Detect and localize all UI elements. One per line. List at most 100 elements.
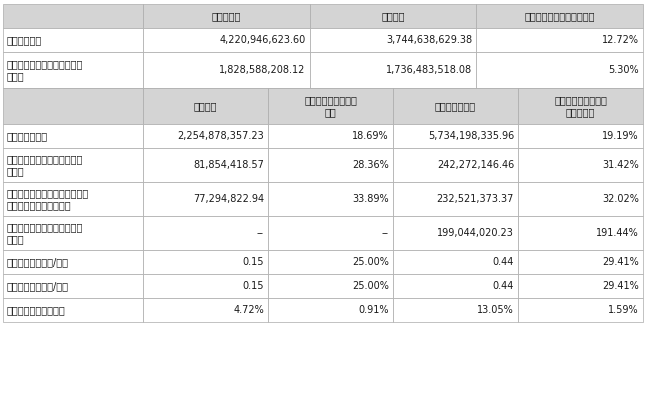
Text: 归属于上市公司股东的净资产
（元）: 归属于上市公司股东的净资产 （元） — [7, 59, 83, 81]
Text: 25.00%: 25.00% — [352, 281, 389, 291]
Bar — [518, 298, 643, 322]
Bar — [143, 124, 268, 148]
Bar — [143, 52, 309, 88]
Text: 5.30%: 5.30% — [609, 65, 639, 75]
Bar — [268, 250, 393, 274]
Text: 年初至报告期末比上
年同期增减: 年初至报告期末比上 年同期增减 — [554, 95, 607, 117]
Bar — [476, 4, 643, 28]
Text: 加权平均净资产收益率: 加权平均净资产收益率 — [7, 305, 66, 315]
Bar — [3, 28, 143, 52]
Bar — [393, 274, 518, 298]
Bar — [143, 4, 309, 28]
Bar — [143, 274, 268, 298]
Bar — [476, 28, 643, 52]
Text: 0.44: 0.44 — [493, 281, 514, 291]
Bar — [143, 88, 268, 124]
Text: 81,854,418.57: 81,854,418.57 — [193, 160, 264, 170]
Bar — [518, 182, 643, 216]
Bar — [3, 250, 143, 274]
Bar — [393, 298, 518, 322]
Bar — [476, 52, 643, 88]
Text: 2,254,878,357.23: 2,254,878,357.23 — [177, 131, 264, 141]
Text: 25.00%: 25.00% — [352, 257, 389, 267]
Bar — [518, 148, 643, 182]
Bar — [268, 148, 393, 182]
Bar — [143, 28, 309, 52]
Text: 28.36%: 28.36% — [352, 160, 389, 170]
Bar — [518, 250, 643, 274]
Bar — [143, 148, 268, 182]
Bar — [268, 298, 393, 322]
Bar — [518, 274, 643, 298]
Text: 77,294,822.94: 77,294,822.94 — [193, 194, 264, 204]
Bar — [518, 124, 643, 148]
Text: 242,272,146.46: 242,272,146.46 — [437, 160, 514, 170]
Text: 4,220,946,623.60: 4,220,946,623.60 — [220, 35, 306, 45]
Text: 经营活动产生的现金流量净额
（元）: 经营活动产生的现金流量净额 （元） — [7, 222, 83, 244]
Text: 稼释每股收益（元/股）: 稼释每股收益（元/股） — [7, 281, 69, 291]
Bar — [393, 182, 518, 216]
Text: 1,828,588,208.12: 1,828,588,208.12 — [219, 65, 306, 75]
Text: 0.15: 0.15 — [242, 257, 264, 267]
Text: 0.15: 0.15 — [242, 281, 264, 291]
Bar — [268, 182, 393, 216]
Bar — [393, 88, 518, 124]
Bar — [518, 216, 643, 250]
Bar — [393, 250, 518, 274]
Bar — [393, 124, 518, 148]
Text: 199,044,020.23: 199,044,020.23 — [437, 228, 514, 238]
Text: 本报告期比上年同期
增减: 本报告期比上年同期 增减 — [304, 95, 357, 117]
Bar — [393, 216, 518, 250]
Bar — [309, 52, 476, 88]
Text: 1,736,483,518.08: 1,736,483,518.08 — [386, 65, 472, 75]
Text: 基本每股收益（元/股）: 基本每股收益（元/股） — [7, 257, 69, 267]
Text: --: -- — [257, 228, 264, 238]
Bar — [143, 250, 268, 274]
Bar — [143, 216, 268, 250]
Bar — [3, 274, 143, 298]
Text: 营业收入（元）: 营业收入（元） — [7, 131, 48, 141]
Bar — [3, 124, 143, 148]
Text: 18.69%: 18.69% — [352, 131, 389, 141]
Text: 0.91%: 0.91% — [359, 305, 389, 315]
Text: 29.41%: 29.41% — [602, 257, 639, 267]
Bar — [3, 52, 143, 88]
Bar — [3, 148, 143, 182]
Text: 本报告期: 本报告期 — [194, 101, 217, 111]
Text: 31.42%: 31.42% — [602, 160, 639, 170]
Bar — [268, 88, 393, 124]
Bar — [309, 4, 476, 28]
Text: 1.59%: 1.59% — [609, 305, 639, 315]
Text: 本报告期末比上年度末增减: 本报告期末比上年度末增减 — [525, 11, 595, 21]
Bar — [3, 88, 143, 124]
Text: 3,744,638,629.38: 3,744,638,629.38 — [386, 35, 472, 45]
Text: 0.44: 0.44 — [493, 257, 514, 267]
Text: 年初至报告期末: 年初至报告期末 — [435, 101, 476, 111]
Text: 29.41%: 29.41% — [602, 281, 639, 291]
Text: 上年度末: 上年度末 — [381, 11, 405, 21]
Text: 归属于上市公司股东的净利润
（元）: 归属于上市公司股东的净利润 （元） — [7, 154, 83, 176]
Text: 归属于上市公司股东的扣除非经
常性损益的净利润（元）: 归属于上市公司股东的扣除非经 常性损益的净利润（元） — [7, 188, 89, 210]
Bar — [393, 148, 518, 182]
Bar — [518, 88, 643, 124]
Bar — [268, 124, 393, 148]
Bar — [309, 28, 476, 52]
Text: 19.19%: 19.19% — [602, 131, 639, 141]
Text: 12.72%: 12.72% — [602, 35, 639, 45]
Bar — [143, 182, 268, 216]
Text: 总资产（元）: 总资产（元） — [7, 35, 42, 45]
Text: 232,521,373.37: 232,521,373.37 — [437, 194, 514, 204]
Text: 32.02%: 32.02% — [602, 194, 639, 204]
Bar — [143, 298, 268, 322]
Text: 13.05%: 13.05% — [477, 305, 514, 315]
Bar — [268, 274, 393, 298]
Text: 5,734,198,335.96: 5,734,198,335.96 — [428, 131, 514, 141]
Text: 4.72%: 4.72% — [233, 305, 264, 315]
Text: 191.44%: 191.44% — [596, 228, 639, 238]
Bar — [3, 4, 143, 28]
Bar — [268, 216, 393, 250]
Bar — [3, 298, 143, 322]
Bar — [3, 216, 143, 250]
Text: 33.89%: 33.89% — [352, 194, 389, 204]
Text: 本报告期末: 本报告期末 — [212, 11, 241, 21]
